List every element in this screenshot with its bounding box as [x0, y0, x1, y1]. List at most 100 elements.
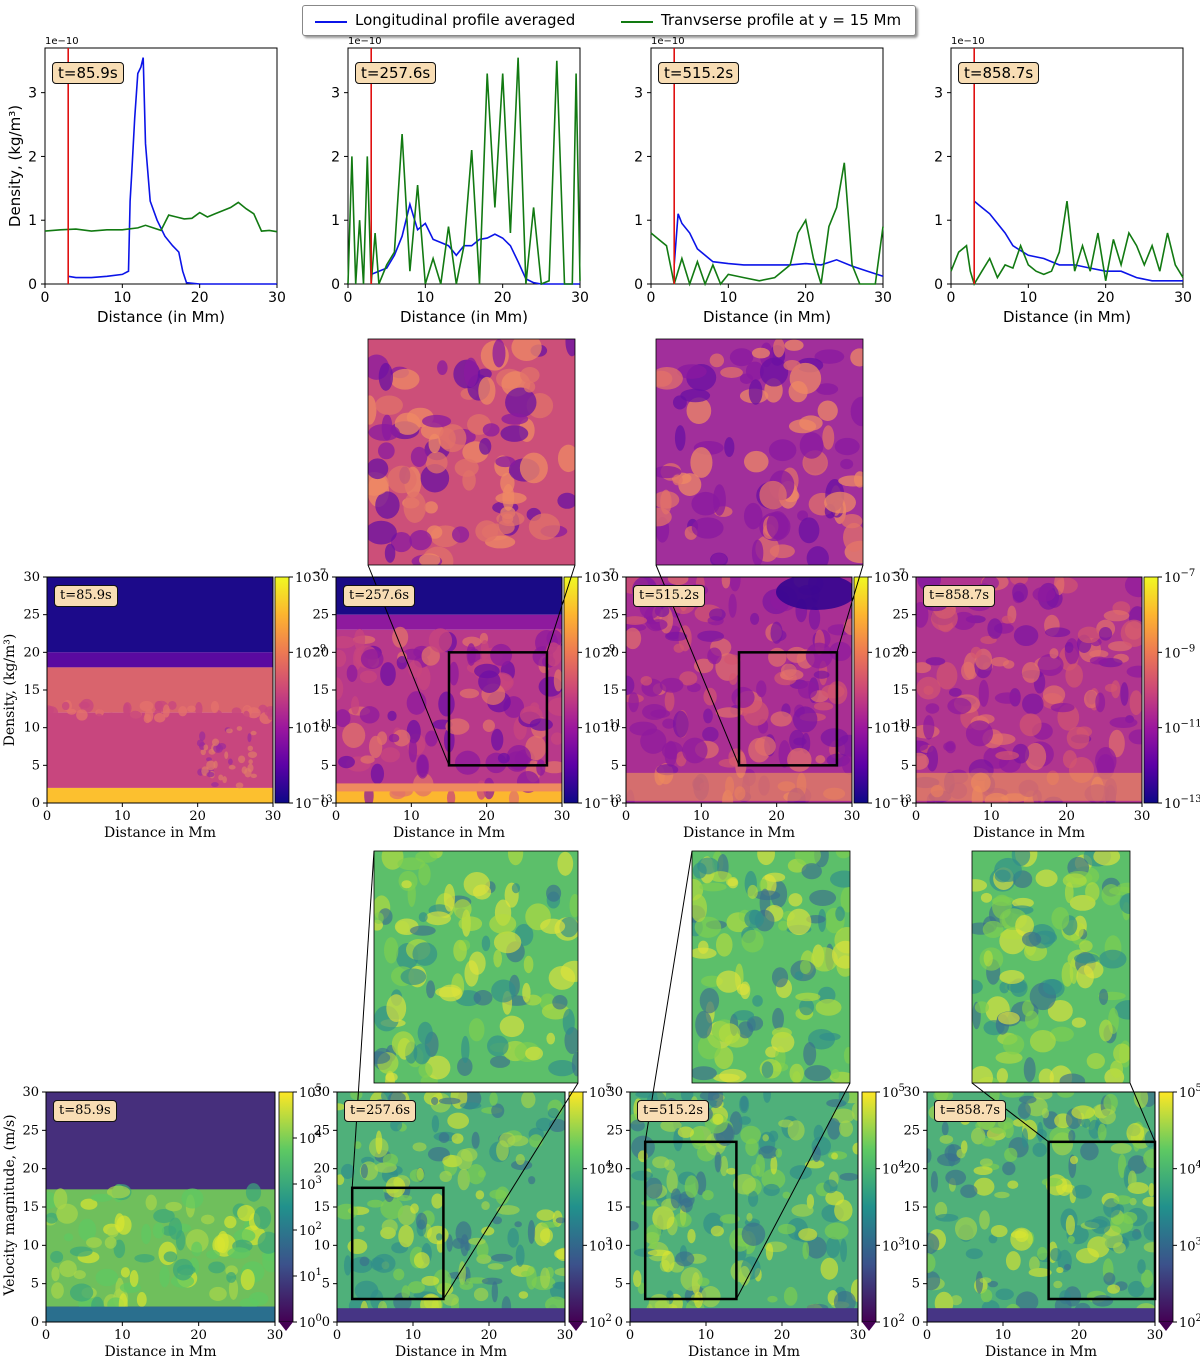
velocity-y-axis-label: Velocity magnitude, (m/s) [2, 1114, 18, 1296]
structure [813, 702, 834, 711]
time-label: t=858.7s [958, 62, 1040, 84]
structure [970, 646, 982, 659]
structure [141, 1223, 152, 1245]
y-tick-label: 1 [28, 213, 37, 229]
y-tick-label: 0 [611, 796, 619, 811]
x-axis-label: Distance (in Mm) [400, 308, 528, 326]
structure [1128, 729, 1142, 745]
structure [1103, 1093, 1118, 1112]
structure [728, 593, 737, 618]
structure [1120, 682, 1129, 706]
structure [468, 1237, 486, 1245]
structure [181, 1188, 204, 1209]
y-tick-label: 30 [903, 1085, 920, 1100]
structure [744, 909, 764, 929]
y-tick-label: 30 [23, 570, 40, 585]
velocity-colorbar [861, 1091, 877, 1323]
longitudinal-profile-line [673, 213, 884, 278]
structure [1099, 1019, 1113, 1042]
colorbar-tick-label: 102 [299, 1221, 322, 1239]
structure [139, 700, 154, 712]
structure [1042, 979, 1063, 995]
x-tick-label: 20 [768, 809, 785, 824]
structure [767, 1295, 778, 1303]
structure [771, 1027, 792, 1039]
structure [338, 755, 355, 769]
y-tick-label: 10 [23, 721, 40, 736]
structure [438, 691, 455, 717]
x-tick-label: 30 [267, 1328, 284, 1343]
structure [763, 1092, 771, 1103]
map-image [374, 851, 578, 1083]
structure [729, 348, 754, 367]
structure [199, 731, 206, 741]
y-tick-label: 30 [606, 1085, 623, 1100]
structure [508, 790, 519, 803]
zoom-inset [971, 850, 1131, 1084]
y-tick-label: 0 [321, 796, 329, 811]
structure [493, 949, 503, 968]
structure [1110, 1143, 1132, 1154]
structure [780, 663, 797, 678]
structure [814, 349, 845, 364]
x-tick-label: 10 [983, 809, 1000, 824]
zoom-inset [373, 850, 579, 1084]
density-layer [47, 652, 273, 668]
structure [250, 773, 257, 779]
structure [505, 387, 537, 418]
density-layer [336, 614, 562, 630]
x-axis-label: Distance in Mm [973, 825, 1085, 841]
structure [368, 423, 400, 441]
structure [1072, 1184, 1092, 1199]
structure [178, 706, 188, 717]
structure [461, 1035, 470, 1063]
structure [939, 1135, 954, 1144]
structure [1063, 1263, 1072, 1271]
structure [235, 782, 244, 789]
structure [667, 577, 689, 585]
structure [692, 947, 717, 959]
structure [1018, 1095, 1037, 1104]
structure [500, 425, 529, 442]
structure [982, 920, 1004, 939]
zoom-inset [691, 850, 851, 1084]
structure [1041, 1107, 1049, 1119]
y-tick-label: 25 [602, 608, 619, 623]
zoom-inset [655, 338, 864, 566]
structure [203, 744, 209, 751]
structure [1049, 648, 1059, 659]
structure [233, 1229, 256, 1243]
x-tick-label: 10 [416, 290, 434, 306]
structure [553, 669, 562, 692]
structure [397, 857, 426, 871]
structure [990, 1224, 1008, 1238]
structure [824, 1222, 849, 1240]
structure [456, 1148, 473, 1171]
longitudinal-profile-line [370, 201, 580, 285]
structure [1010, 1230, 1027, 1239]
time-label: t=858.7s [934, 1100, 1007, 1122]
structure [490, 643, 513, 666]
x-tick-label: 30 [874, 290, 892, 306]
structure [997, 1011, 1020, 1025]
structure [1001, 1092, 1025, 1098]
structure [206, 757, 212, 762]
legend: Longitudinal profile averaged Tranvserse… [302, 5, 916, 36]
structure [1066, 726, 1090, 750]
structure [1076, 965, 1094, 989]
structure [960, 1184, 978, 1198]
structure [438, 424, 467, 453]
structure [481, 1277, 503, 1285]
y-tick-label: 5 [322, 1277, 330, 1292]
structure [238, 755, 246, 764]
structure [402, 648, 424, 660]
structure [390, 532, 413, 553]
structure [1083, 689, 1099, 709]
structure [479, 438, 492, 455]
structure [571, 1051, 578, 1077]
structure [748, 1190, 759, 1207]
structure [973, 1166, 993, 1176]
structure [119, 1282, 142, 1293]
structure [541, 1221, 559, 1228]
structure [746, 1212, 753, 1222]
